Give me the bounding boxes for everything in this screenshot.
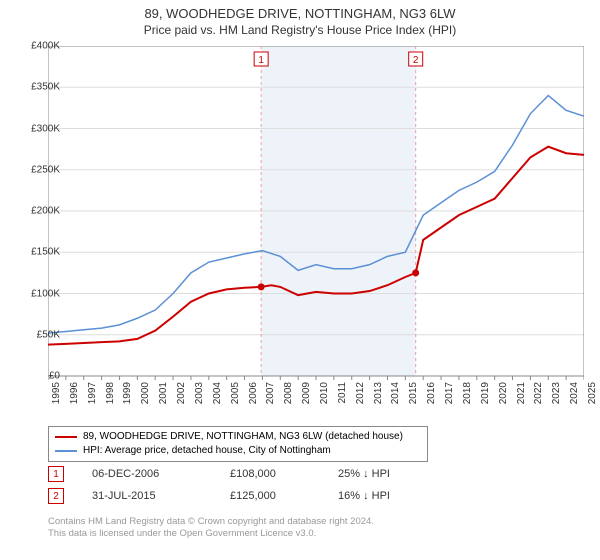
x-tick-label: 2019	[480, 382, 491, 412]
legend-label: HPI: Average price, detached house, City…	[83, 444, 331, 458]
legend-swatch	[55, 436, 77, 438]
x-tick-label: 2008	[283, 382, 294, 412]
legend-row-price-paid: 89, WOODHEDGE DRIVE, NOTTINGHAM, NG3 6LW…	[55, 430, 421, 444]
x-tick-label: 2022	[533, 382, 544, 412]
y-tick-label: £250K	[16, 164, 60, 175]
y-tick-label: £400K	[16, 41, 60, 52]
title-block: 89, WOODHEDGE DRIVE, NOTTINGHAM, NG3 6LW…	[0, 0, 600, 37]
title-main: 89, WOODHEDGE DRIVE, NOTTINGHAM, NG3 6LW	[0, 6, 600, 21]
x-tick-label: 2011	[337, 382, 348, 412]
footer-line: This data is licensed under the Open Gov…	[48, 528, 374, 540]
x-tick-label: 1996	[69, 382, 80, 412]
y-tick-label: £100K	[16, 288, 60, 299]
x-tick-label: 2004	[212, 382, 223, 412]
sale-records: 1 06-DEC-2006 £108,000 25% ↓ HPI 2 31-JU…	[48, 466, 428, 510]
x-tick-label: 2025	[587, 382, 598, 412]
x-tick-label: 2009	[301, 382, 312, 412]
x-tick-label: 2018	[462, 382, 473, 412]
legend-label: 89, WOODHEDGE DRIVE, NOTTINGHAM, NG3 6LW…	[83, 430, 403, 444]
legend-box: 89, WOODHEDGE DRIVE, NOTTINGHAM, NG3 6LW…	[48, 426, 428, 462]
svg-text:2: 2	[413, 55, 419, 66]
x-tick-label: 2007	[265, 382, 276, 412]
sale-date: 06-DEC-2006	[92, 468, 202, 480]
x-tick-label: 2005	[230, 382, 241, 412]
sale-diff: 16% ↓ HPI	[338, 490, 428, 502]
sale-row: 2 31-JUL-2015 £125,000 16% ↓ HPI	[48, 488, 428, 504]
x-tick-label: 1997	[87, 382, 98, 412]
sale-price: £108,000	[230, 468, 310, 480]
sale-date: 31-JUL-2015	[92, 490, 202, 502]
x-tick-label: 2013	[373, 382, 384, 412]
x-tick-label: 2017	[444, 382, 455, 412]
y-tick-label: £300K	[16, 123, 60, 134]
footer-line: Contains HM Land Registry data © Crown c…	[48, 516, 374, 528]
x-tick-label: 2003	[194, 382, 205, 412]
x-tick-label: 1998	[105, 382, 116, 412]
x-tick-label: 2020	[498, 382, 509, 412]
svg-text:1: 1	[258, 55, 264, 66]
x-tick-label: 2023	[551, 382, 562, 412]
price-chart: 12	[48, 46, 584, 416]
x-tick-label: 2006	[248, 382, 259, 412]
legend-row-hpi: HPI: Average price, detached house, City…	[55, 444, 421, 458]
x-tick-label: 2024	[569, 382, 580, 412]
sale-marker-icon: 2	[48, 488, 64, 504]
y-tick-label: £0	[16, 371, 60, 382]
sale-row: 1 06-DEC-2006 £108,000 25% ↓ HPI	[48, 466, 428, 482]
y-tick-label: £50K	[16, 329, 60, 340]
legend-swatch	[55, 450, 77, 452]
x-tick-label: 2002	[176, 382, 187, 412]
x-tick-label: 2001	[158, 382, 169, 412]
y-tick-label: £350K	[16, 82, 60, 93]
x-tick-label: 1995	[51, 382, 62, 412]
sale-price: £125,000	[230, 490, 310, 502]
x-tick-label: 2012	[355, 382, 366, 412]
x-tick-label: 2016	[426, 382, 437, 412]
sale-marker-icon: 1	[48, 466, 64, 482]
x-tick-label: 2010	[319, 382, 330, 412]
x-tick-label: 2000	[140, 382, 151, 412]
title-sub: Price paid vs. HM Land Registry's House …	[0, 23, 600, 37]
sale-diff: 25% ↓ HPI	[338, 468, 428, 480]
x-tick-label: 1999	[122, 382, 133, 412]
footer-attribution: Contains HM Land Registry data © Crown c…	[48, 516, 374, 541]
x-tick-label: 2014	[390, 382, 401, 412]
y-tick-label: £200K	[16, 206, 60, 217]
y-tick-label: £150K	[16, 247, 60, 258]
x-tick-label: 2015	[408, 382, 419, 412]
x-tick-label: 2021	[516, 382, 527, 412]
